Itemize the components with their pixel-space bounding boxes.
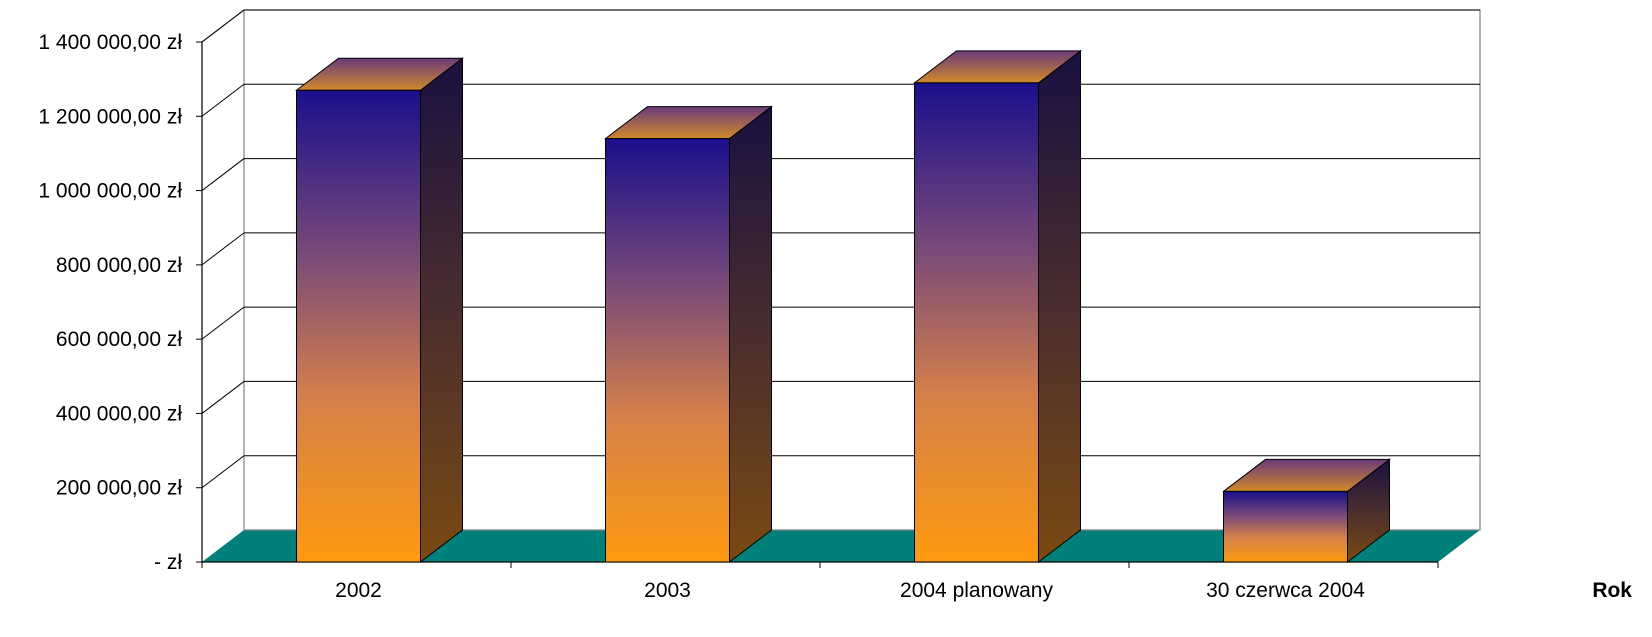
- bar-side: [729, 105, 772, 564]
- gridline-side: [201, 83, 245, 117]
- x-tick-label: 2002: [335, 579, 382, 602]
- x-tick-label: 30 czerwca 2004: [1206, 579, 1365, 602]
- bar: [1222, 458, 1391, 564]
- bar-side: [1038, 49, 1081, 564]
- y-tick-label: 800 000,00 zł: [56, 254, 182, 277]
- bar-front: [914, 82, 1039, 563]
- x-tick-label: 2003: [644, 579, 691, 602]
- gridline-side: [201, 381, 245, 414]
- gridline-side: [201, 9, 245, 43]
- y-tick-label: 600 000,00 zł: [56, 328, 182, 351]
- bar: [604, 105, 773, 564]
- y-tick-label: 1 400 000,00 zł: [38, 31, 182, 54]
- grid-layer: [196, 9, 1481, 568]
- bar: [913, 49, 1082, 564]
- y-tick-label: 400 000,00 zł: [56, 402, 182, 425]
- labels-layer: - zł 200 000,00 zł 400 000,00 zł 600 000,00…: [38, 31, 1365, 602]
- gridline-side: [201, 306, 245, 340]
- y-tick-label: 1 000 000,00 zł: [38, 180, 182, 203]
- bar-side: [420, 57, 463, 564]
- chart-floor: [202, 530, 1480, 562]
- gridline-side: [201, 455, 245, 489]
- gridline-side: [201, 232, 245, 266]
- y-tick-label: - zł: [154, 551, 182, 574]
- y-tick-label: 1 200 000,00 zł: [38, 105, 182, 128]
- x-tick-label: 2004 planowany: [900, 579, 1053, 602]
- gridline-side: [201, 158, 245, 191]
- bar: [295, 57, 464, 564]
- bar-front: [296, 89, 421, 563]
- bar-front: [1223, 490, 1348, 563]
- bar-front: [605, 138, 730, 563]
- y-tick-label: 200 000,00 zł: [56, 477, 182, 500]
- x-axis-title: Rok: [1592, 579, 1632, 602]
- bars-layer: [295, 49, 1391, 564]
